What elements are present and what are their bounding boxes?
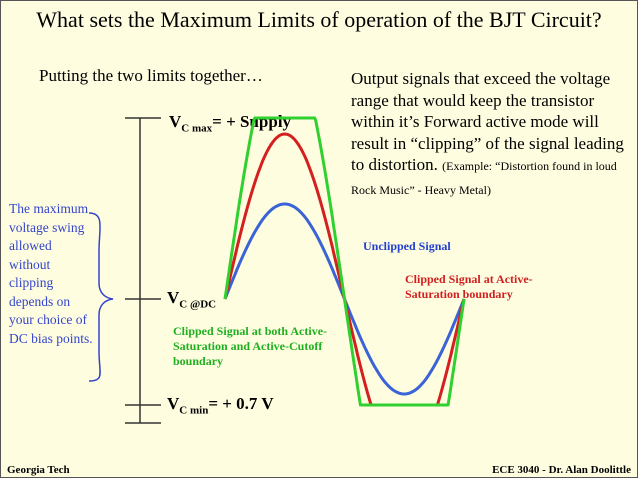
both-clipped-curve bbox=[223, 116, 466, 407]
footer-right: ECE 3040 - Dr. Alan Doolittle bbox=[492, 464, 631, 476]
footer-left: Georgia Tech bbox=[7, 464, 70, 476]
legend-both-clip: Clipped Signal at both Active-Saturation… bbox=[173, 324, 328, 368]
brace-icon bbox=[88, 212, 114, 382]
description-text: Output signals that exceed the voltage r… bbox=[351, 68, 631, 201]
slide-subtitle: Putting the two limits together… bbox=[39, 66, 263, 85]
slide-title: What sets the Maximum Limits of operatio… bbox=[36, 7, 602, 32]
description-example: (Example: “Distortion found in loud Rock… bbox=[351, 159, 617, 197]
margin-note: The maximum voltage swing allowed withou… bbox=[9, 201, 93, 346]
vc-min-label: VC min= + 0.7 V bbox=[167, 394, 274, 417]
vc-dc-label: VC @DC bbox=[167, 288, 217, 311]
description-main: Output signals that exceed the voltage r… bbox=[351, 69, 624, 174]
legend-unclipped: Unclipped Signal bbox=[363, 239, 451, 253]
legend-saturation-clip: Clipped Signal at Active-Saturation boun… bbox=[405, 272, 533, 301]
